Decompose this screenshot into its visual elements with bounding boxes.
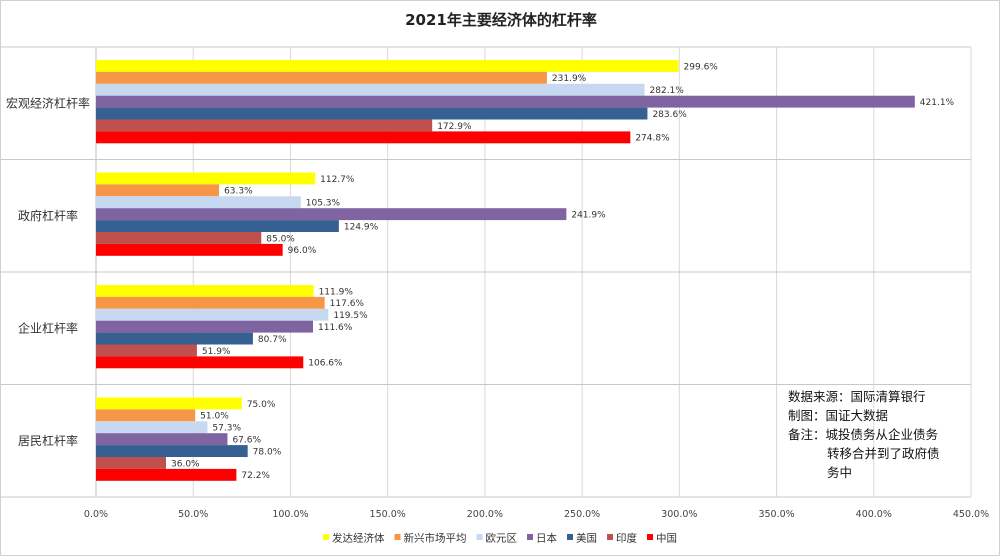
- data-label: 96.0%: [288, 246, 317, 256]
- bars: [96, 60, 915, 481]
- data-label: 231.9%: [552, 74, 587, 84]
- legend-swatch: [476, 534, 483, 540]
- legend-swatch: [323, 534, 329, 540]
- bar: [96, 71, 547, 84]
- data-label: 106.6%: [308, 359, 343, 369]
- note-line-remark-3: 务中: [827, 465, 852, 480]
- note-line-maker: 制图：国证大数据: [788, 408, 888, 423]
- bar: [96, 421, 208, 434]
- bar: [96, 320, 313, 333]
- legend-swatch: [647, 534, 653, 540]
- bar: [96, 220, 339, 232]
- bar: [96, 83, 645, 96]
- bar: [96, 196, 301, 209]
- bar: [96, 119, 433, 132]
- bar: [96, 107, 648, 120]
- bar: [96, 243, 283, 256]
- data-label: 241.9%: [571, 210, 606, 220]
- data-label: 274.8%: [635, 134, 670, 144]
- data-label: 282.1%: [650, 86, 685, 96]
- category-separators: [1, 46, 971, 498]
- x-tick-label: 400.0%: [856, 509, 892, 520]
- legend-entry: 发达经济体: [332, 532, 385, 545]
- data-label: 85.0%: [266, 234, 295, 244]
- bar: [96, 344, 197, 357]
- data-label: 283.6%: [652, 110, 687, 120]
- data-label: 75.0%: [247, 400, 276, 410]
- x-tick-label: 100.0%: [272, 509, 308, 520]
- data-labels: 299.6% 231.9% 282.1% 421.1% 283.6% 172.9% 274.…: [171, 62, 955, 481]
- data-label: 421.1%: [920, 98, 955, 108]
- bar: [96, 296, 325, 309]
- legend-swatch: [394, 534, 401, 540]
- data-label: 80.7%: [258, 335, 287, 345]
- bar: [96, 332, 253, 345]
- data-label: 72.2%: [241, 471, 270, 481]
- legend-swatch: [527, 534, 533, 540]
- data-label: 124.9%: [344, 222, 379, 232]
- data-label: 172.9%: [437, 122, 472, 132]
- bar: [96, 409, 196, 422]
- chart-title: 2021年主要经济体的杠杆率: [405, 11, 597, 29]
- data-label: 78.0%: [253, 447, 282, 457]
- data-label: 299.6%: [684, 62, 719, 72]
- category-label: 企业杠杆率: [18, 320, 78, 335]
- note-line-remark: 备注：城投债务从企业债务: [788, 427, 938, 442]
- legend: 发达经济体 新兴市场平均 欧元区 日本 美国 印度 中国: [323, 532, 677, 545]
- data-label: 36.0%: [171, 459, 200, 469]
- bar: [96, 457, 166, 469]
- bar: [96, 397, 242, 410]
- bar: [96, 232, 262, 244]
- note-line-remark-2: 转移合并到了政府债: [827, 446, 940, 461]
- data-label: 112.7%: [320, 175, 355, 185]
- bar: [96, 308, 329, 321]
- data-label: 111.9%: [319, 287, 354, 297]
- legend-swatch: [567, 534, 573, 540]
- data-label: 117.6%: [330, 299, 365, 309]
- bar: [96, 60, 679, 72]
- data-label: 105.3%: [306, 199, 341, 209]
- legend-entry: 美国: [576, 532, 597, 545]
- x-tick-labels: 0.0% 50.0% 100.0% 150.0% 200.0% 250.0% 300.0% 3…: [84, 509, 989, 520]
- x-tick-label: 0.0%: [84, 509, 108, 520]
- x-tick-label: 250.0%: [564, 509, 600, 520]
- bar: [96, 445, 248, 457]
- bar: [96, 184, 220, 197]
- data-label: 63.3%: [224, 187, 253, 197]
- legend-entry: 印度: [616, 532, 637, 545]
- x-tick-label: 200.0%: [467, 509, 503, 520]
- category-label: 政府杠杆率: [18, 208, 78, 223]
- bar: [96, 208, 567, 221]
- data-label: 111.6%: [318, 323, 353, 333]
- note-line-source: 数据来源：国际清算银行: [788, 389, 926, 404]
- legend-entry: 欧元区: [486, 533, 518, 545]
- legend-entry: 日本: [536, 532, 557, 545]
- x-tick-label: 300.0%: [661, 509, 697, 520]
- x-tick-label: 150.0%: [370, 509, 406, 520]
- legend-swatch: [607, 534, 613, 540]
- x-tick-label: 50.0%: [178, 509, 208, 520]
- legend-entry: 新兴市场平均: [404, 532, 467, 545]
- data-label: 51.0%: [200, 412, 229, 422]
- bar: [96, 285, 314, 297]
- x-tick-label: 350.0%: [758, 509, 794, 520]
- data-label: 119.5%: [333, 311, 368, 321]
- source-note: 数据来源：国际清算银行 制图：国证大数据 备注：城投债务从企业债务 转移合并到了…: [788, 389, 940, 480]
- bar: [96, 131, 631, 144]
- bar: [96, 95, 915, 108]
- category-label: 居民杠杆率: [18, 433, 78, 448]
- bar: [96, 356, 304, 369]
- data-label: 57.3%: [212, 424, 241, 434]
- bar: [96, 433, 228, 446]
- data-label: 51.9%: [202, 347, 231, 357]
- bar: [96, 468, 237, 481]
- category-label: 宏观经济杠杆率: [6, 95, 90, 110]
- legend-entry: 中国: [656, 532, 677, 545]
- data-label: 67.6%: [232, 435, 261, 445]
- x-tick-label: 450.0%: [953, 509, 989, 520]
- bar: [96, 172, 316, 185]
